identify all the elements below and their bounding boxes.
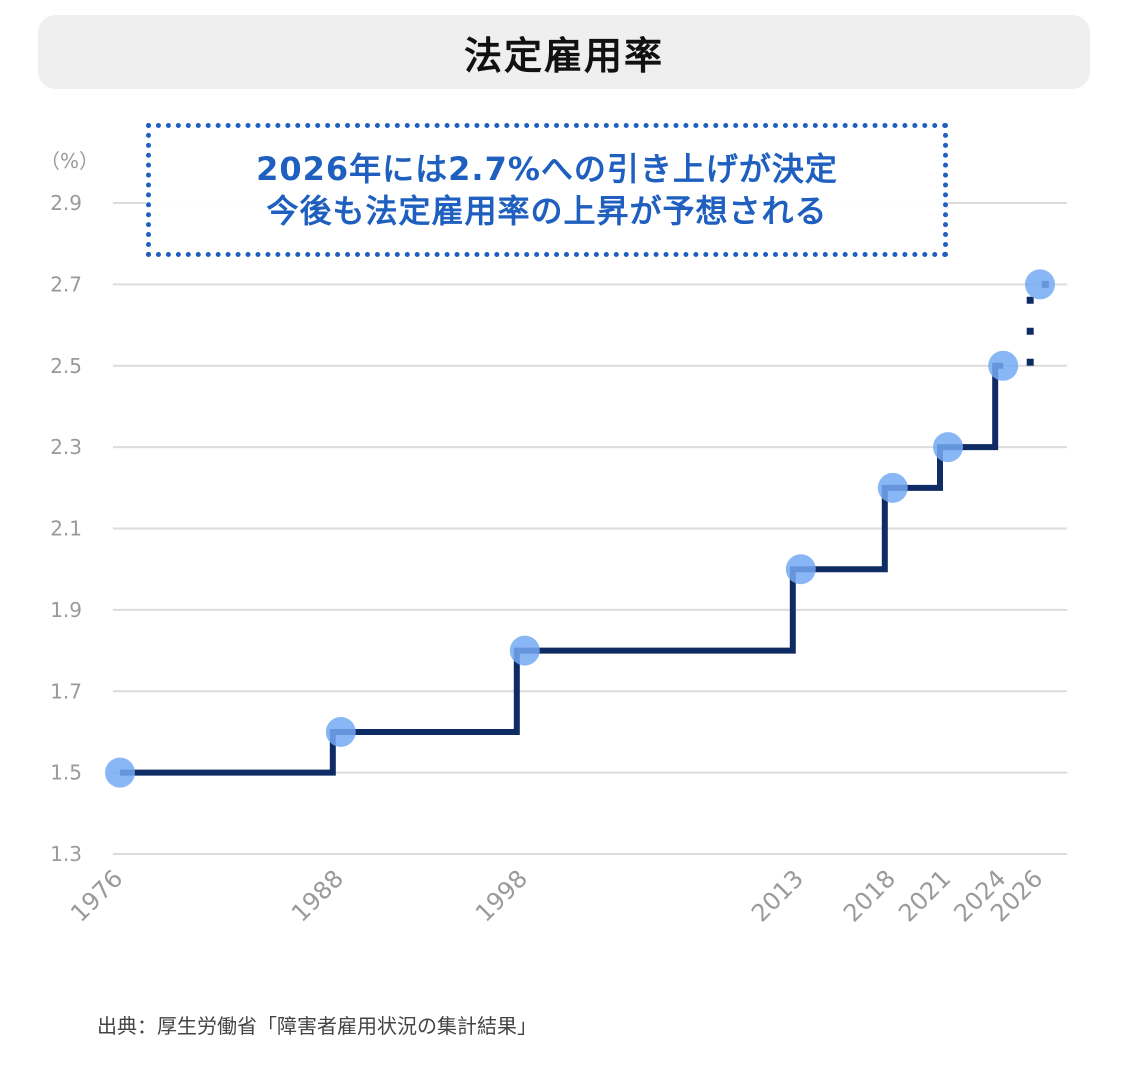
y-tick-label: 2.9 [50,191,82,215]
x-tick-label: 2021 [893,864,956,927]
x-tick-label: 2018 [838,864,901,927]
x-tick-label: 1998 [470,864,533,927]
data-point-1976 [105,757,135,788]
data-point-1998 [509,635,540,666]
annotation-line-2: 今後も法定雇用率の上昇が予想される [266,192,828,230]
x-tick-label: 1976 [65,864,128,927]
data-point-1988 [325,716,356,747]
x-tick-label: 2013 [746,864,809,927]
y-tick-label: 2.7 [50,272,82,296]
y-tick-label: 1.3 [50,842,82,866]
y-tick-label: 1.9 [50,598,82,622]
y-tick-label: 2.1 [50,517,82,541]
data-point-2013 [785,554,816,585]
y-tick-label: 2.3 [50,435,82,459]
line-layer [120,280,1071,776]
annotation-line-1: 2026年には2.7%への引き上げが決定 [256,150,838,188]
marker-layer [105,269,1055,788]
source-caption: 出典：厚生労働省「障害者雇用状況の集計結果」 [97,1014,537,1038]
y-tick-label: 1.5 [50,761,82,785]
y-tick-label: 1.7 [50,679,82,703]
data-point-2024 [988,350,1019,381]
data-point-2018 [877,472,908,503]
title-bar: 法定雇用率 [38,15,1090,89]
y-tick-label: 2.5 [50,354,82,378]
chart-title: 法定雇用率 [463,33,664,78]
series-line [120,362,1004,776]
data-point-2021 [933,432,963,463]
x-tick-label: 1988 [286,864,349,927]
y-unit-label: （%） [40,149,99,173]
annotation-box: 2026年には2.7%への引き上げが決定 今後も法定雇用率の上昇が予想される [146,123,948,257]
y-tick-layer: 1.3 1.5 1.7 1.9 2.1 2.3 2.5 2.7 2.9 [50,191,82,866]
data-point-2026 [1025,269,1055,300]
grid-layer [113,202,1067,855]
